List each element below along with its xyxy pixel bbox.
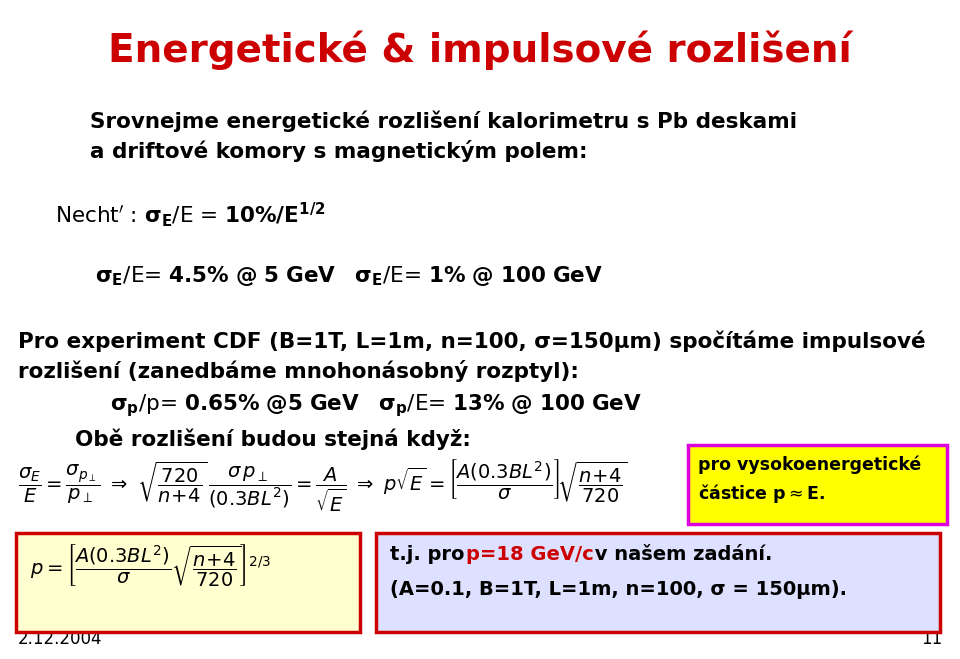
Text: pro vysokoenergetické: pro vysokoenergetické (698, 455, 922, 474)
Text: $\mathbf{\sigma_E}$/E= $\mathbf{4.5\%\ @\ 5\ GeV}$   $\mathbf{\sigma_E}$/E= $\ma: $\mathbf{\sigma_E}$/E= $\mathbf{4.5\%\ @… (95, 264, 603, 288)
Text: $p = \left[\dfrac{A(0.3BL^2)}{\sigma}\sqrt{\dfrac{n\!+\!4}{720}}\right]^{2/3}$: $p = \left[\dfrac{A(0.3BL^2)}{\sigma}\sq… (30, 543, 272, 589)
FancyBboxPatch shape (376, 533, 940, 632)
Text: 2.12.2004: 2.12.2004 (18, 630, 103, 648)
Text: $\dfrac{\sigma_E}{E} = \dfrac{\sigma_{p_\perp}}{p_\perp}$$\ \Rightarrow\ \sqrt{\: $\dfrac{\sigma_E}{E} = \dfrac{\sigma_{p_… (18, 458, 628, 514)
Text: a driftové komory s magnetickým polem:: a driftové komory s magnetickým polem: (90, 140, 588, 162)
Text: Obě rozlišení budou stejná když:: Obě rozlišení budou stejná když: (75, 428, 470, 449)
Text: Necht$'$ : $\mathbf{\sigma_E}$/E = $\mathbf{10\%/E^{1/2}}$: Necht$'$ : $\mathbf{\sigma_E}$/E = $\mat… (55, 200, 325, 229)
Text: částice p$\approx$E.: částice p$\approx$E. (698, 482, 826, 505)
Text: Srovnejme energetické rozlišení kalorimetru s Pb deskami: Srovnejme energetické rozlišení kalorime… (90, 110, 797, 132)
Text: p=18 GeV/c: p=18 GeV/c (466, 545, 593, 564)
FancyBboxPatch shape (688, 445, 947, 524)
Text: 11: 11 (921, 630, 942, 648)
Text: rozlišení (zanedbáme mnohonásobný rozptyl):: rozlišení (zanedbáme mnohonásobný rozpty… (18, 360, 579, 382)
FancyBboxPatch shape (16, 533, 360, 632)
Text: Pro experiment CDF (B=1T, L=1m, n=100, σ=150μm) spočítáme impulsové: Pro experiment CDF (B=1T, L=1m, n=100, σ… (18, 330, 925, 351)
Text: (A=0.1, B=1T, L=1m, n=100, σ = 150μm).: (A=0.1, B=1T, L=1m, n=100, σ = 150μm). (390, 580, 847, 599)
Text: Energetické & impulsové rozlišení: Energetické & impulsové rozlišení (108, 30, 852, 69)
Text: $\mathbf{\sigma_p}$/p= $\mathbf{0.65\%\ @5\ GeV}$   $\mathbf{\sigma_p}$/E= $\mat: $\mathbf{\sigma_p}$/p= $\mathbf{0.65\%\ … (110, 392, 642, 419)
Text: v našem zadání.: v našem zadání. (588, 545, 773, 564)
Text: t.j. pro: t.j. pro (390, 545, 471, 564)
